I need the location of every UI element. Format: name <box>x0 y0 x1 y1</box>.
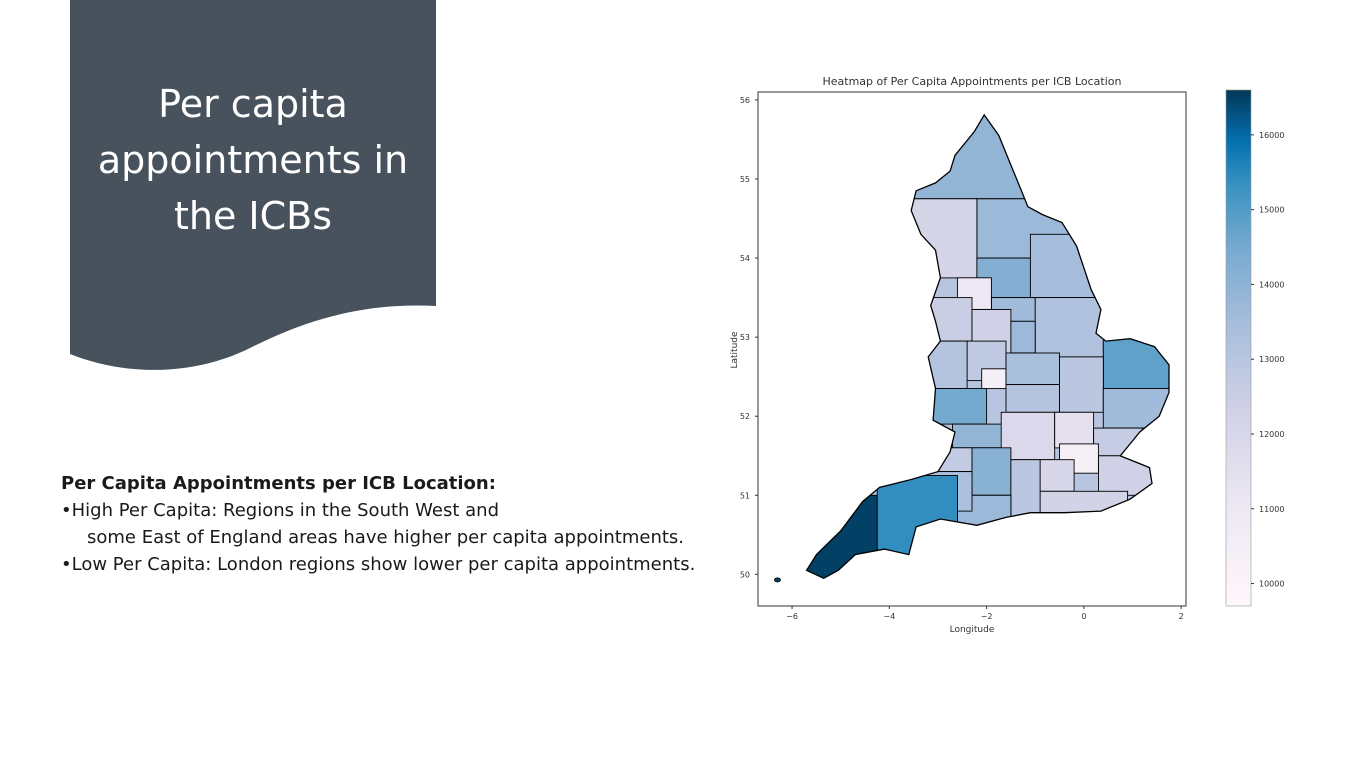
y-tick-label: 54 <box>740 254 750 263</box>
summary-text: Per Capita Appointments per ICB Location… <box>61 470 731 578</box>
colorbar-tick-label: 10000 <box>1259 580 1284 589</box>
x-tick-label: 2 <box>1179 612 1184 621</box>
y-tick-label: 53 <box>740 333 750 342</box>
icb-region <box>876 475 958 559</box>
colorbar-ticks: 10000 11000 12000 13000 14000 15000 16000 <box>1251 131 1284 589</box>
icb-region <box>1059 356 1104 413</box>
colorbar-tick-label: 16000 <box>1259 131 1284 140</box>
slide-title-line: the ICBs <box>173 194 333 238</box>
icb-region <box>908 198 978 279</box>
summary-line: •Low Per Capita: London regions show low… <box>61 554 696 575</box>
plot-frame <box>757 91 1187 607</box>
colorbar-tick-label: 13000 <box>1259 355 1284 364</box>
icb-region <box>1098 455 1158 496</box>
map-clip-group <box>806 114 1169 579</box>
slide-title: Per capita appointments in the ICBs <box>70 76 436 244</box>
icb-region <box>1054 411 1095 449</box>
x-tick-label: −2 <box>981 612 993 621</box>
x-tick-label: −6 <box>786 612 798 621</box>
icb-region <box>927 388 988 425</box>
colorbar <box>1225 89 1252 607</box>
map-regions <box>774 113 1170 583</box>
heatmap-chart: Heatmap of Per Capita Appointments per I… <box>715 70 1315 645</box>
chart-title: Heatmap of Per Capita Appointments per I… <box>823 75 1122 88</box>
x-tick-label: −4 <box>883 612 895 621</box>
icb-region <box>952 423 1007 449</box>
slide-title-line: Per capita <box>158 82 348 126</box>
x-tick-label: 0 <box>1081 612 1086 621</box>
isles-of-scilly <box>774 577 781 583</box>
icb-region <box>806 494 878 579</box>
icb-region <box>908 114 1036 200</box>
icb-region <box>981 368 1007 390</box>
icb-region <box>1029 233 1104 299</box>
icb-region <box>1039 459 1075 492</box>
colorbar-tick-label: 14000 <box>1259 280 1284 289</box>
title-banner: Per capita appointments in the ICBs <box>70 0 436 378</box>
icb-region <box>1005 352 1060 386</box>
icb-region <box>1034 297 1104 358</box>
summary-line: •High Per Capita: Regions in the South W… <box>61 500 500 521</box>
x-axis-label: Longitude <box>950 625 995 635</box>
y-tick-label: 55 <box>740 175 750 184</box>
slide-title-line: appointments in <box>97 138 409 182</box>
y-tick-label: 50 <box>740 570 750 579</box>
y-tick-label: 52 <box>740 412 750 421</box>
heatmap-chart-svg: Heatmap of Per Capita Appointments per I… <box>730 75 1284 635</box>
x-axis-ticks: −6 −4 −2 0 2 <box>786 606 1184 621</box>
icb-region <box>971 447 1012 496</box>
icb-region <box>1102 336 1169 389</box>
icb-region <box>1102 388 1169 429</box>
icb-region <box>1010 320 1036 354</box>
colorbar-tick-label: 11000 <box>1259 505 1284 514</box>
icb-region <box>1010 459 1041 520</box>
colorbar-tick-label: 12000 <box>1259 430 1284 439</box>
icb-region <box>1093 427 1143 457</box>
y-axis-ticks: 50 51 52 53 54 55 56 <box>740 96 758 579</box>
y-axis-label: Latitude <box>730 331 740 369</box>
icb-region <box>937 447 973 472</box>
summary-heading: Per Capita Appointments per ICB Location… <box>61 473 496 494</box>
y-tick-label: 56 <box>740 96 750 105</box>
title-banner-shape <box>70 0 436 370</box>
y-tick-label: 51 <box>740 491 750 500</box>
colorbar-tick-label: 15000 <box>1259 206 1284 215</box>
summary-line: some East of England areas have higher p… <box>87 527 685 548</box>
england-outline <box>805 113 1170 580</box>
icb-region <box>1005 384 1060 413</box>
